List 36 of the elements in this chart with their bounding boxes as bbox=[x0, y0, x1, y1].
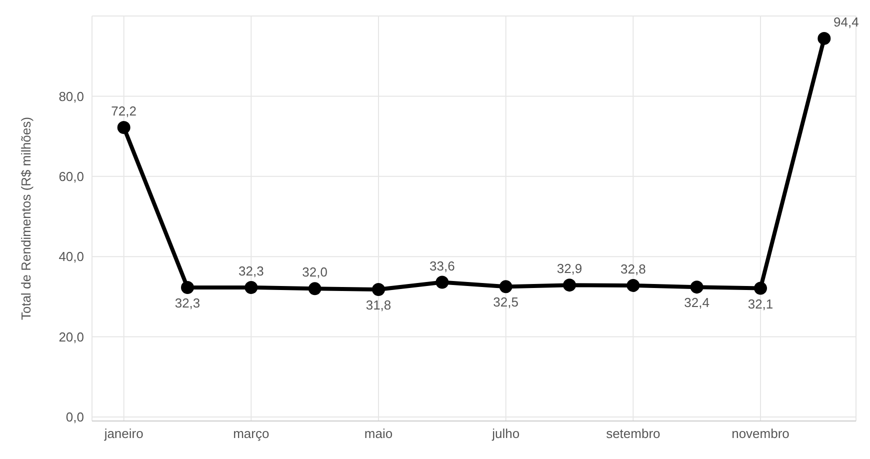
point bbox=[626, 278, 640, 292]
point bbox=[754, 282, 767, 295]
data-label: 32,0 bbox=[302, 264, 328, 280]
y-tick-label: 40,0 bbox=[58, 249, 84, 264]
point bbox=[563, 278, 576, 292]
data-label: 32,9 bbox=[556, 261, 582, 276]
y-axis-title: Total de Rendimentos (R$ milhões) bbox=[18, 116, 34, 320]
y-tick-label: 0,0 bbox=[66, 410, 84, 425]
point bbox=[499, 280, 512, 294]
data-label: 33,6 bbox=[430, 258, 455, 274]
data-label: 32,3 bbox=[174, 295, 200, 310]
x-tick-label: julho bbox=[491, 426, 520, 442]
data-label: 32,1 bbox=[748, 296, 774, 312]
point bbox=[308, 282, 322, 296]
point bbox=[818, 32, 831, 45]
point bbox=[244, 280, 258, 294]
x-tick-label: setembro bbox=[606, 426, 660, 442]
data-label: 94,4 bbox=[834, 14, 859, 30]
y-tick-label: 60,0 bbox=[58, 169, 84, 184]
data-label: 32,4 bbox=[684, 295, 710, 310]
x-tick-label: maio bbox=[364, 426, 393, 442]
x-tick-label: janeiro bbox=[103, 426, 144, 442]
point bbox=[690, 280, 704, 294]
data-label: 72,2 bbox=[111, 103, 136, 118]
data-label: 32,8 bbox=[620, 261, 646, 276]
y-tick-label: 20,0 bbox=[58, 329, 84, 344]
x-tick-label: março bbox=[233, 426, 270, 442]
point bbox=[117, 120, 130, 134]
data-label: 32,5 bbox=[493, 294, 518, 310]
y-tick-label: 80,0 bbox=[58, 88, 84, 104]
point bbox=[372, 282, 385, 296]
data-label: 32,3 bbox=[238, 263, 264, 278]
data-label: 31,8 bbox=[366, 297, 392, 312]
point bbox=[181, 280, 194, 294]
x-tick-label: novembro bbox=[732, 426, 790, 442]
point bbox=[436, 276, 449, 289]
